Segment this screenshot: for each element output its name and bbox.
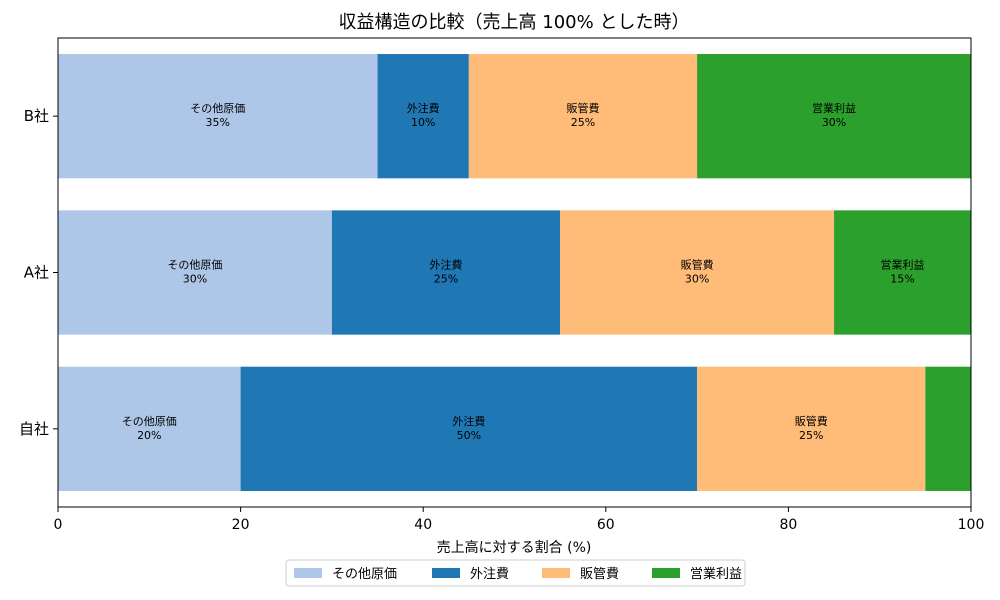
segment-series-label: 販管費 <box>681 258 714 272</box>
bar-segment <box>58 366 241 491</box>
bar-segment <box>58 210 332 335</box>
segment-series-label: 外注費 <box>452 414 485 428</box>
y-category-label: A社 <box>24 264 49 282</box>
bar-segment <box>697 54 971 179</box>
legend-label: 営業利益 <box>690 566 742 582</box>
segment-series-label: 外注費 <box>430 258 463 272</box>
segment-series-label: 外注費 <box>407 101 440 115</box>
segment-value-label: 20% <box>137 429 161 442</box>
x-tick-label: 40 <box>414 517 432 533</box>
segment-value-label: 30% <box>183 273 207 286</box>
bar-segment <box>331 210 561 335</box>
bar-segment <box>925 366 971 491</box>
segment-value-label: 10% <box>411 116 435 129</box>
legend: その他原価 外注費 販管費 営業利益 <box>285 559 746 587</box>
bar-segment <box>834 210 971 335</box>
legend-swatch <box>542 568 570 578</box>
segment-value-label: 30% <box>685 273 709 286</box>
x-tick-label: 0 <box>54 517 63 533</box>
y-category-label: B社 <box>24 107 49 125</box>
x-tick-label: 80 <box>779 517 797 533</box>
legend-label: 販管費 <box>580 567 619 582</box>
x-axis-label: 売上高に対する割合 (%) <box>437 539 592 556</box>
segment-value-label: 50% <box>457 429 481 442</box>
segment-series-label: 販管費 <box>795 414 828 428</box>
chart-title: 収益構造の比較（売上高 100% とした時） <box>339 12 690 33</box>
y-category-label: 自社 <box>19 420 49 438</box>
segment-value-label: 25% <box>571 116 595 129</box>
segment-value-label: 30% <box>822 116 846 129</box>
segment-series-label: 販管費 <box>566 101 599 115</box>
legend-swatch <box>652 568 680 578</box>
segment-value-label: 15% <box>890 273 914 286</box>
bar-segment <box>468 54 698 179</box>
segment-series-label: その他原価 <box>190 102 245 115</box>
bar-segment <box>697 366 926 491</box>
legend-label: その他原価 <box>332 567 397 582</box>
bar-segment <box>240 366 698 491</box>
segment-series-label: 営業利益 <box>881 258 925 272</box>
segment-series-label: その他原価 <box>167 259 222 272</box>
plot-area: その他原価35%外注費10%販管費25%営業利益30%その他原価30%外注費25… <box>58 54 971 491</box>
segment-series-label: その他原価 <box>122 415 177 428</box>
legend-swatch <box>294 568 322 578</box>
segment-value-label: 25% <box>434 273 458 286</box>
bar-segment <box>560 210 835 335</box>
x-tick-label: 60 <box>597 517 615 533</box>
x-axis: 0 20 40 60 80 100 <box>54 507 985 533</box>
legend-label: 外注費 <box>470 567 509 582</box>
bar-segment <box>377 54 469 179</box>
bar-segment <box>58 54 378 179</box>
segment-value-label: 25% <box>799 429 823 442</box>
legend-swatch <box>432 568 460 578</box>
x-tick-label: 100 <box>958 517 985 533</box>
legend-box <box>285 559 746 587</box>
segment-value-label: 35% <box>206 116 230 129</box>
segment-series-label: 営業利益 <box>812 101 856 115</box>
x-tick-label: 20 <box>232 517 250 533</box>
